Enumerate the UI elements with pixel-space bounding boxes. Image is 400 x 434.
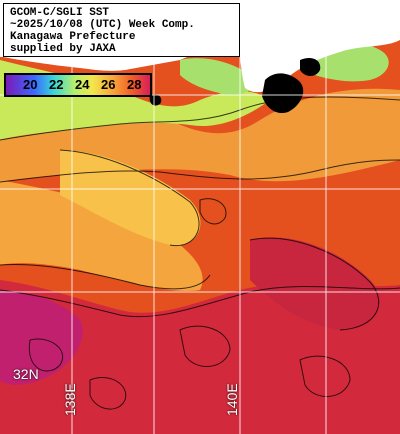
cold-water-bay [180,58,254,95]
colorbar-tick-24: 24 [75,77,90,92]
isotherm-contours [0,96,400,410]
temperature-colorbar: 20 22 24 26 28 [4,73,152,97]
cloud-mask [262,73,304,114]
title-line-1: GCOM-C/SGLI SST [10,7,110,19]
hot-water-region-east [250,237,380,330]
colorbar-tick-22: 22 [49,77,64,92]
title-line-2: ~2025/10/08 (UTC) Week Comp. [10,19,195,31]
lon-label-138e: 138E [62,383,78,416]
warm-water-region [0,280,400,434]
title-line-3: Kanagawa Prefecture [10,31,136,43]
cloud-mask-small [300,58,321,76]
title-line-4: supplied by JAXA [10,43,116,55]
colorbar-tick-26: 26 [101,77,116,92]
cooler-water-patch [60,150,201,246]
cool-water-tongue [0,180,203,291]
cloud-mask-speck [149,94,162,106]
lat-label-32n: 32N [13,366,39,382]
colorbar-tick-20: 20 [23,77,38,92]
map-title-box: GCOM-C/SGLI SST ~2025/10/08 (UTC) Week C… [3,3,240,57]
land-honshu [239,0,400,93]
colorbar-tick-28: 28 [127,77,142,92]
lon-label-140e: 140E [224,383,240,416]
